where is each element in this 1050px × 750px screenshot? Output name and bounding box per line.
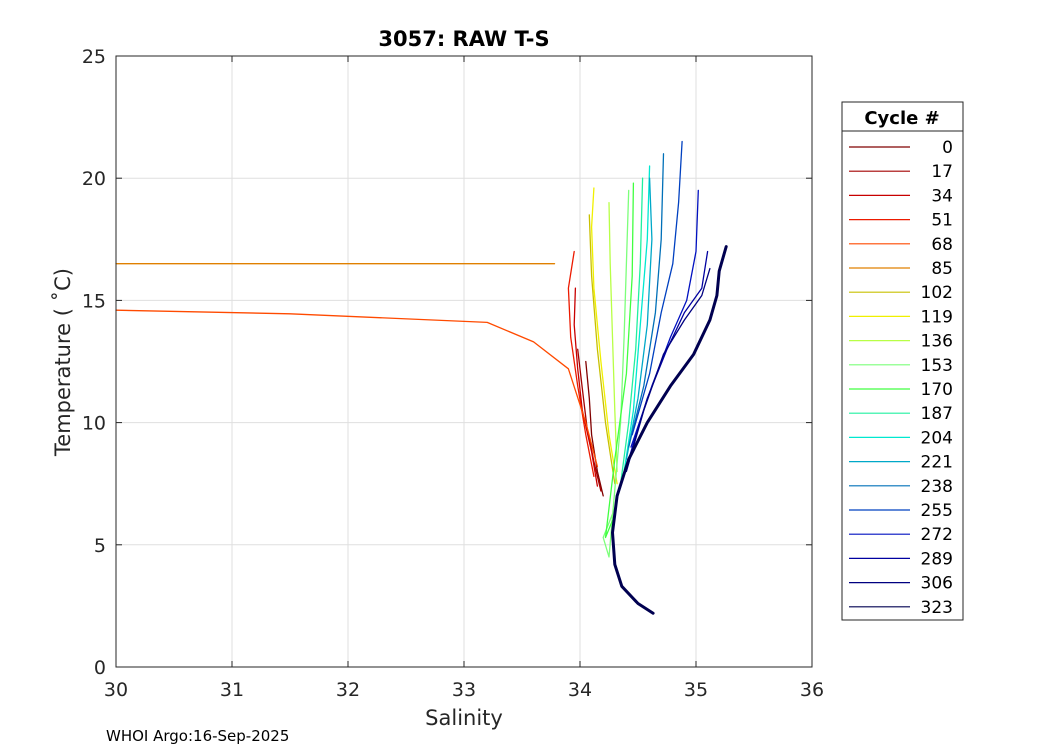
legend-label: 136 — [921, 332, 953, 352]
legend-label: 289 — [921, 549, 953, 569]
legend-label: 0 — [942, 138, 953, 158]
y-axis-label: Temperature ( ˚C) — [51, 268, 75, 457]
x-tick-label: 30 — [104, 679, 128, 701]
axis-ticks: 30 31 32 33 34 35 36 0 5 10 15 20 25 — [82, 46, 824, 701]
series-line-cycle-153 — [602, 189, 630, 558]
legend-label: 17 — [931, 162, 953, 182]
legend-label: 238 — [921, 477, 953, 497]
legend-label: 170 — [921, 380, 953, 400]
series-line-cycle-136 — [608, 201, 618, 473]
legend: Cycle # 0 17 34 51 68 85 102 119 136 153 170 187 204… — [841, 101, 964, 621]
legend-label: 119 — [921, 307, 953, 327]
series-line-cycle-306 — [625, 267, 711, 473]
legend-entries: 0 17 34 51 68 85 102 119 136 153 170 187 204 221 238 25… — [849, 138, 953, 618]
footer-credit: WHOI Argo:16-Sep-2025 — [106, 727, 289, 745]
legend-label: 204 — [921, 428, 953, 448]
legend-label: 187 — [921, 404, 953, 424]
series-line-cycle-51 — [567, 250, 595, 478]
series-line-cycle-102 — [588, 214, 616, 485]
series-line-cycle-204 — [623, 165, 651, 473]
legend-label: 306 — [921, 574, 953, 594]
x-tick-label: 35 — [684, 679, 708, 701]
grid-lines — [116, 56, 812, 667]
series-line-cycle-238 — [628, 153, 665, 448]
series-line-cycle-323 — [611, 245, 728, 615]
series-line-cycle-170 — [604, 182, 635, 539]
legend-label: 85 — [931, 259, 953, 279]
legend-label: 51 — [931, 211, 953, 231]
chart-title: 3057: RAW T-S — [378, 27, 549, 51]
x-tick-label: 32 — [336, 679, 360, 701]
legend-label: 272 — [921, 525, 953, 545]
legend-label: 323 — [921, 598, 953, 618]
series-layer — [115, 140, 728, 615]
series-line-cycle-0 — [585, 360, 604, 497]
y-tick-label: 25 — [82, 46, 106, 68]
legend-label: 153 — [921, 356, 953, 376]
y-tick-label: 5 — [94, 535, 106, 557]
legend-label: 34 — [931, 186, 953, 206]
y-tick-label: 20 — [82, 168, 106, 190]
legend-label: 102 — [921, 283, 953, 303]
series-line-cycle-221 — [625, 177, 653, 460]
legend-title: Cycle # — [864, 108, 939, 129]
legend-label: 68 — [931, 235, 953, 255]
y-tick-label: 10 — [82, 413, 106, 435]
series-line-cycle-187 — [619, 177, 644, 485]
x-tick-label: 31 — [220, 679, 244, 701]
series-line-cycle-68 — [115, 309, 599, 468]
series-line-cycle-34 — [573, 287, 599, 487]
y-tick-label: 15 — [82, 290, 106, 312]
x-tick-label: 34 — [568, 679, 592, 701]
x-tick-label: 33 — [452, 679, 476, 701]
y-tick-label: 0 — [94, 657, 106, 679]
legend-label: 255 — [921, 501, 953, 521]
series-line-cycle-255 — [631, 140, 683, 436]
x-tick-label: 36 — [800, 679, 824, 701]
x-axis-label: Salinity — [425, 706, 503, 730]
legend-label: 221 — [921, 453, 953, 473]
series-line-cycle-119 — [590, 187, 618, 485]
